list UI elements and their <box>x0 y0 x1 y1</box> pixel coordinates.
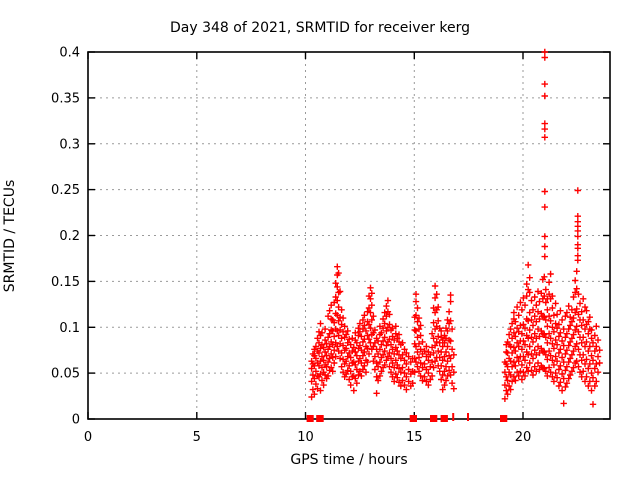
x-tick-label: 10 <box>297 430 314 445</box>
zero-marker-square <box>307 415 314 422</box>
x-tick-label: 15 <box>406 430 423 445</box>
y-tick-label: 0.1 <box>59 321 80 336</box>
zero-marker-square <box>501 415 508 422</box>
zero-marker-square <box>431 415 438 422</box>
zero-marker-square <box>411 415 417 422</box>
y-tick-label: 0.05 <box>51 367 80 382</box>
y-tick-label: 0.2 <box>59 229 80 244</box>
y-tick-label: 0.4 <box>59 46 80 61</box>
zero-marker-square <box>317 415 324 422</box>
x-tick-label: 20 <box>515 430 532 445</box>
y-tick-label: 0.3 <box>59 137 80 152</box>
y-tick-label: 0 <box>72 413 80 428</box>
zero-marker-square <box>441 415 448 422</box>
y-tick-label: 0.35 <box>51 91 80 106</box>
y-axis-label: SRMTID / TECUs <box>2 179 18 293</box>
x-axis-label: GPS time / hours <box>290 452 408 468</box>
data-points <box>308 48 603 408</box>
y-tick-label: 0.25 <box>51 183 80 198</box>
x-tick-label: 0 <box>84 430 92 445</box>
x-tick-label: 5 <box>193 430 201 445</box>
y-tick-label: 0.15 <box>51 275 80 290</box>
chart-title: Day 348 of 2021, SRMTID for receiver ker… <box>169 20 471 36</box>
